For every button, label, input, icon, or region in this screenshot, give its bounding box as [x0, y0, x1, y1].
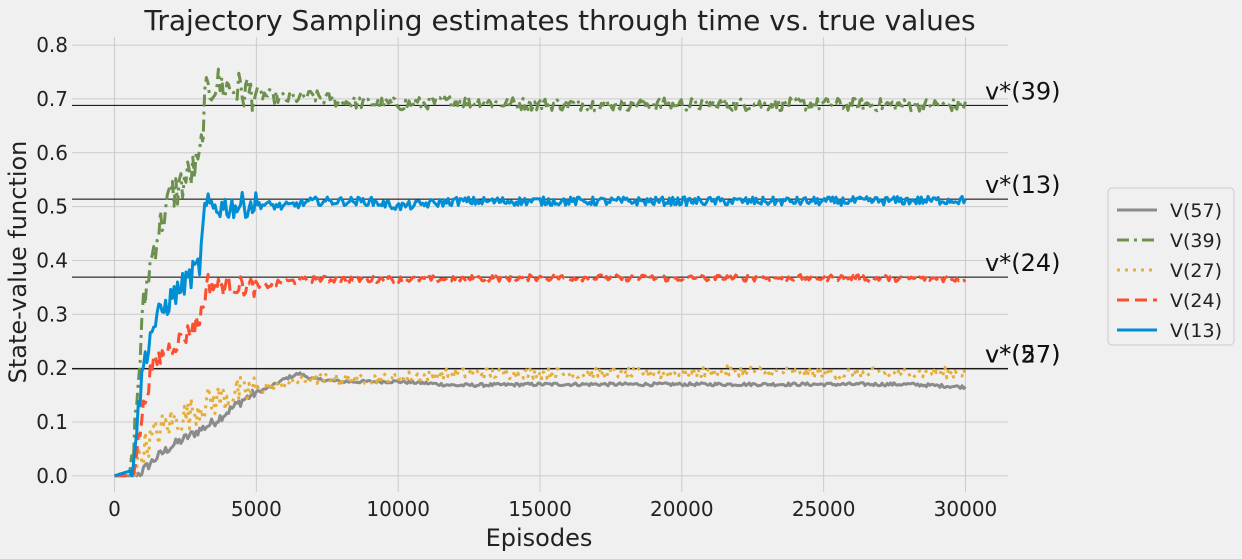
y-tick-label: 0.3: [36, 302, 68, 326]
legend-box: [1107, 187, 1235, 346]
true-value-label: v*(13): [985, 171, 1060, 199]
true-value-label: v*(57): [985, 341, 1060, 369]
x-tick-label: 15000: [508, 497, 572, 521]
series-line-v27: [114, 364, 967, 478]
tick-labels: 0.0 0.1 0.2 0.3 0.4 0.5 0.6 0.7 0.8 0 5000 10000 150…: [36, 33, 997, 521]
legend-label: V(13): [1170, 320, 1222, 342]
y-tick-label: 0.4: [36, 248, 68, 272]
legend-label: V(57): [1170, 200, 1222, 222]
y-tick-label: 0.7: [36, 87, 68, 111]
x-tick-label: 30000: [934, 497, 998, 521]
x-tick-label: 25000: [792, 497, 856, 521]
y-axis-label: State-value function: [4, 141, 32, 384]
series-line-v39: [114, 67, 967, 478]
chart-title: Trajectory Sampling estimates through ti…: [143, 4, 975, 37]
x-tick-label: 0: [108, 497, 121, 521]
series-line-v24: [114, 272, 967, 478]
y-tick-label: 0.2: [36, 356, 68, 380]
y-tick-label: 0.5: [36, 195, 68, 219]
legend-label: V(27): [1170, 260, 1222, 282]
y-tick-label: 0.6: [36, 141, 68, 165]
x-tick-label: 5000: [231, 497, 282, 521]
grid: [72, 37, 1008, 492]
true-value-labels: v*(39) v*(13) v*(24) v*(57)v*(27): [985, 77, 1060, 368]
series-group: [114, 67, 967, 478]
y-tick-label: 0.1: [36, 410, 68, 434]
x-tick-label: 10000: [366, 497, 430, 521]
series-line-v13: [114, 190, 967, 478]
y-tick-label: 0.8: [36, 33, 68, 57]
y-tick-label: 0.0: [36, 464, 68, 488]
legend-label: V(39): [1170, 230, 1222, 252]
true-value-label: v*(39): [985, 77, 1060, 105]
legend: V(57) V(39) V(27) V(24) V(13): [1107, 187, 1235, 346]
series-line-v57: [114, 371, 967, 478]
x-axis-label: Episodes: [486, 524, 593, 552]
x-tick-label: 20000: [650, 497, 714, 521]
legend-label: V(24): [1170, 290, 1222, 312]
true-value-label: v*(27): [985, 341, 1060, 369]
true-value-label: v*(24): [985, 249, 1060, 277]
